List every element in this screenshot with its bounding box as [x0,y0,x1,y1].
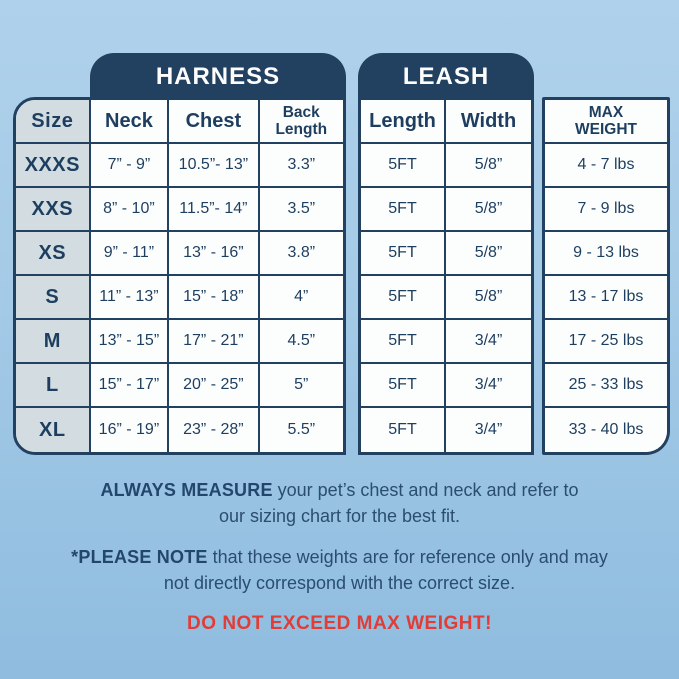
cell-chest-l: 20” - 25” [169,364,260,408]
cell-width-xl: 3/4” [446,408,531,452]
cell-length-xxxs: 5FT [361,144,446,188]
header-length: Length [361,100,446,144]
cell-neck-xs: 9” - 11” [90,232,170,276]
harness-size-table: Size Neck Chest Back Length XXXS 7” - 9”… [13,97,346,455]
cell-size-xxs: XXS [16,188,91,232]
cell-back-length-m: 4.5” [259,320,343,364]
reference-note-bold: *PLEASE NOTE [71,547,208,567]
cell-size-xl: XL [16,408,91,452]
cell-neck-xxxs: 7” - 9” [90,144,170,188]
cell-width-xs: 5/8” [446,232,531,276]
cell-max-weight-s: 13 - 17 lbs [545,276,667,320]
header-width: Width [446,100,531,144]
cell-width-xxs: 5/8” [446,188,531,232]
harness-title: HARNESS [155,63,281,90]
cell-neck-m: 13” - 15” [90,320,170,364]
cell-back-length-xxs: 3.5” [259,188,343,232]
cell-chest-xxs: 11.5”- 14” [169,188,260,232]
cell-length-m: 5FT [361,320,446,364]
max-weight-warning: DO NOT EXCEED MAX WEIGHT! [187,613,492,634]
cell-length-l: 5FT [361,364,446,408]
cell-neck-xl: 16” - 19” [90,408,170,452]
leash-title: LEASH [402,63,490,90]
cell-length-xxs: 5FT [361,188,446,232]
cell-max-weight-xl: 33 - 40 lbs [545,408,667,452]
cell-max-weight-xs: 9 - 13 lbs [545,232,667,276]
cell-size-xs: XS [16,232,91,276]
cell-neck-l: 15” - 17” [90,364,170,408]
cell-max-weight-l: 25 - 33 lbs [545,364,667,408]
cell-back-length-xl: 5.5” [259,408,343,452]
header-size: Size [16,100,91,144]
cell-neck-s: 11” - 13” [90,276,170,320]
measure-note-bold: ALWAYS MEASURE [100,480,273,500]
cell-width-m: 3/4” [446,320,531,364]
cell-chest-xl: 23” - 28” [169,408,260,452]
cell-back-length-xs: 3.8” [259,232,343,276]
cell-back-length-l: 5” [259,364,343,408]
cell-length-s: 5FT [361,276,446,320]
header-neck: Neck [90,100,170,144]
cell-size-xxxs: XXXS [16,144,91,188]
measure-note: ALWAYS MEASURE your pet’s chest and neck… [0,477,679,529]
reference-note: *PLEASE NOTE that these weights are for … [0,544,679,596]
leash-section-header: LEASH [358,53,534,101]
cell-max-weight-xxs: 7 - 9 lbs [545,188,667,232]
header-chest: Chest [169,100,260,144]
cell-chest-s: 15” - 18” [169,276,260,320]
header-back-length: Back Length [259,100,343,144]
cell-length-xs: 5FT [361,232,446,276]
cell-width-xxxs: 5/8” [446,144,531,188]
cell-width-l: 3/4” [446,364,531,408]
cell-length-xl: 5FT [361,408,446,452]
cell-chest-xs: 13” - 16” [169,232,260,276]
measure-note-text: your pet’s chest and neck and refer to o… [218,480,579,526]
cell-size-s: S [16,276,91,320]
cell-max-weight-m: 17 - 25 lbs [545,320,667,364]
cell-size-l: L [16,364,91,408]
leash-table: Length Width 5FT 5/8” 5FT 5/8” 5FT 5/8” … [358,97,534,455]
cell-neck-xxs: 8” - 10” [90,188,170,232]
cell-chest-m: 17” - 21” [169,320,260,364]
harness-section-header: HARNESS [90,53,346,101]
cell-back-length-xxxs: 3.3” [259,144,343,188]
reference-note-text: that these weights are for reference onl… [163,547,608,593]
cell-chest-xxxs: 10.5”- 13” [169,144,260,188]
cell-back-length-s: 4” [259,276,343,320]
header-max-weight: MAX WEIGHT [545,100,667,144]
cell-width-s: 5/8” [446,276,531,320]
max-weight-table: MAX WEIGHT 4 - 7 lbs 7 - 9 lbs 9 - 13 lb… [542,97,670,455]
cell-size-m: M [16,320,91,364]
cell-max-weight-xxxs: 4 - 7 lbs [545,144,667,188]
